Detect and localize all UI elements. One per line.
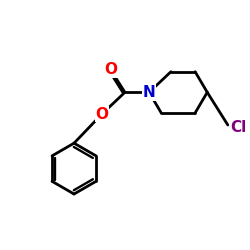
Text: O: O bbox=[104, 62, 117, 77]
Text: O: O bbox=[96, 106, 108, 122]
Text: N: N bbox=[143, 85, 156, 100]
Text: Cl: Cl bbox=[230, 120, 246, 135]
